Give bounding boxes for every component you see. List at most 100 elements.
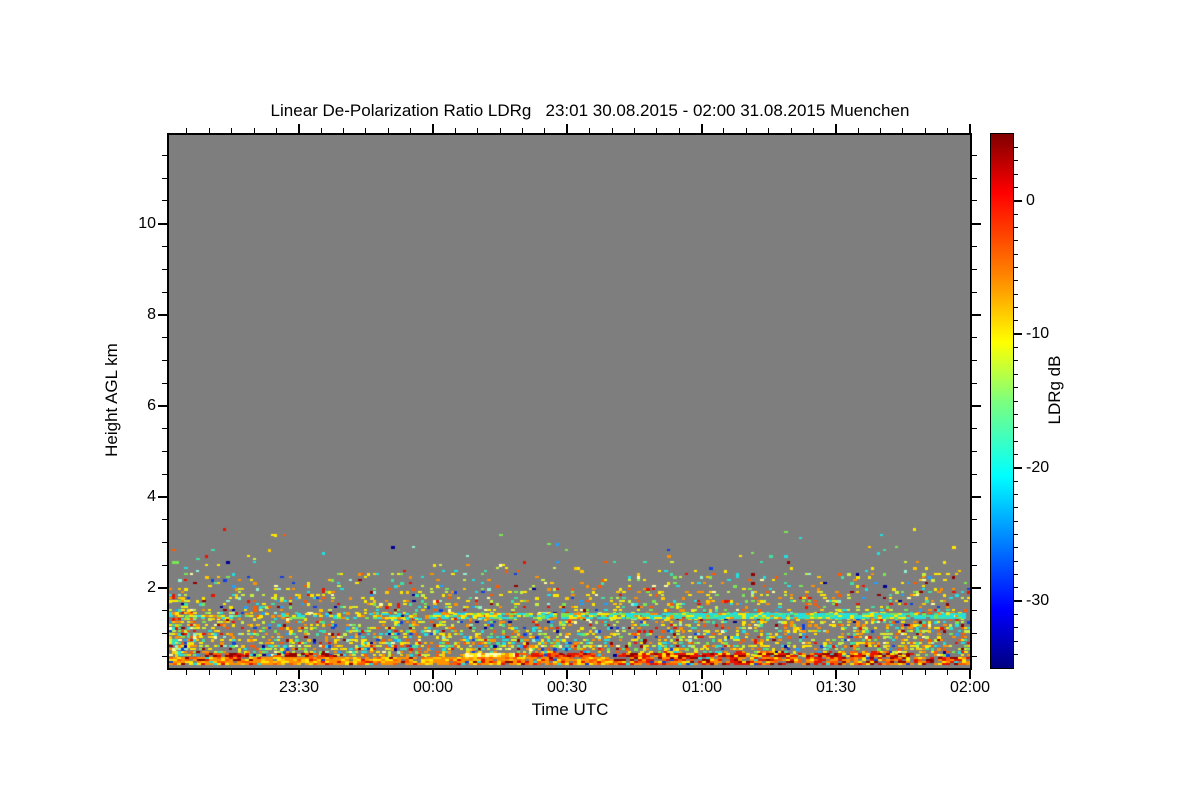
x-axis-minor-tick [902, 670, 903, 675]
colorbar-minor-tick [1014, 280, 1018, 281]
colorbar-tick-label: -30 [1026, 592, 1050, 609]
y-axis-minor-tick [162, 451, 167, 452]
colorbar-minor-tick [1014, 254, 1018, 255]
y-axis-right-minor-tick [972, 246, 977, 247]
y-axis-right-minor-tick [972, 565, 977, 566]
x-axis-top-minor-tick [858, 128, 859, 133]
y-axis-right-minor-tick [972, 200, 977, 201]
y-tick-label: 8 [147, 306, 156, 323]
y-axis-minor-tick [162, 155, 167, 156]
x-axis-top-minor-tick [544, 128, 545, 133]
colorbar-minor-tick [1014, 507, 1018, 508]
x-axis-major-tick [835, 670, 837, 679]
x-axis-top-minor-tick [410, 128, 411, 133]
x-axis-top-major-tick [432, 124, 434, 133]
x-axis-top-minor-tick [186, 128, 187, 133]
y-axis-minor-tick [162, 178, 167, 179]
colorbar-minor-tick [1014, 561, 1018, 562]
colorbar [990, 133, 1014, 669]
x-axis-minor-tick [768, 670, 769, 675]
x-axis-top-minor-tick [791, 128, 792, 133]
y-axis-right-major-tick [972, 223, 981, 225]
x-axis-top-minor-tick [634, 128, 635, 133]
colorbar-minor-tick [1014, 294, 1018, 295]
y-axis-minor-tick [162, 542, 167, 543]
x-axis-minor-tick [388, 670, 389, 675]
colorbar-minor-tick [1014, 387, 1018, 388]
x-axis-minor-tick [746, 670, 747, 675]
x-axis-top-minor-tick [343, 128, 344, 133]
x-tick-label: 00:00 [412, 679, 454, 696]
colorbar-minor-tick [1014, 307, 1018, 308]
colorbar-minor-tick [1014, 360, 1018, 361]
colorbar-major-tick [1014, 200, 1022, 202]
x-axis-top-minor-tick [768, 128, 769, 133]
y-axis-minor-tick [162, 633, 167, 634]
y-tick-label: 6 [147, 397, 156, 414]
y-axis-minor-tick [162, 656, 167, 657]
colorbar-minor-tick [1014, 174, 1018, 175]
colorbar-minor-tick [1014, 494, 1018, 495]
y-axis-minor-tick [162, 292, 167, 293]
x-axis-minor-tick [186, 670, 187, 675]
y-axis-minor-tick [162, 269, 167, 270]
colorbar-minor-tick [1014, 481, 1018, 482]
x-axis-minor-tick [209, 670, 210, 675]
y-axis-right-minor-tick [972, 428, 977, 429]
colorbar-minor-tick [1014, 414, 1018, 415]
y-axis-right-minor-tick [972, 337, 977, 338]
colorbar-minor-tick [1014, 214, 1018, 215]
y-axis-minor-tick [162, 610, 167, 611]
chart-title: Linear De-Polarization Ratio LDRg 23:01 … [270, 101, 910, 120]
colorbar-minor-tick [1014, 614, 1018, 615]
y-axis-right-minor-tick [972, 155, 977, 156]
y-axis-right-major-tick [972, 405, 981, 407]
y-axis-minor-tick [162, 246, 167, 247]
x-axis-top-minor-tick [231, 128, 232, 133]
x-axis-top-minor-tick [612, 128, 613, 133]
colorbar-minor-tick [1014, 227, 1018, 228]
x-axis-minor-tick [455, 670, 456, 675]
colorbar-minor-tick [1014, 534, 1018, 535]
colorbar-minor-tick [1014, 267, 1018, 268]
x-axis-top-major-tick [298, 124, 300, 133]
colorbar-minor-tick [1014, 347, 1018, 348]
y-axis-major-tick [158, 405, 167, 407]
x-axis-minor-tick [723, 670, 724, 675]
x-axis-major-tick [969, 670, 971, 679]
x-axis-minor-tick [791, 670, 792, 675]
y-axis-minor-tick [162, 200, 167, 201]
x-axis-minor-tick [634, 670, 635, 675]
x-axis-minor-tick [231, 670, 232, 675]
colorbar-gradient [991, 134, 1013, 668]
x-axis-minor-tick [880, 670, 881, 675]
colorbar-minor-tick [1014, 641, 1018, 642]
colorbar-tick-label: -20 [1026, 459, 1050, 476]
x-axis-minor-tick [925, 670, 926, 675]
colorbar-minor-tick [1014, 240, 1018, 241]
colorbar-tick-label: 0 [1026, 192, 1035, 209]
x-axis-minor-tick [612, 670, 613, 675]
y-axis-minor-tick [162, 519, 167, 520]
colorbar-minor-tick [1014, 627, 1018, 628]
x-axis-top-minor-tick [947, 128, 948, 133]
y-axis-right-minor-tick [972, 269, 977, 270]
y-axis-right-minor-tick [972, 360, 977, 361]
y-axis-right-minor-tick [972, 383, 977, 384]
x-axis-major-tick [566, 670, 568, 679]
x-axis-minor-tick [656, 670, 657, 675]
x-axis-major-tick [432, 670, 434, 679]
colorbar-minor-tick [1014, 654, 1018, 655]
x-axis-top-minor-tick [455, 128, 456, 133]
x-axis-top-major-tick [835, 124, 837, 133]
x-tick-label: 01:30 [815, 679, 857, 696]
y-axis-right-major-tick [972, 314, 981, 316]
x-axis-minor-tick [410, 670, 411, 675]
y-axis-right-major-tick [972, 587, 981, 589]
y-axis-right-minor-tick [972, 474, 977, 475]
x-tick-label: 00:30 [546, 679, 588, 696]
x-axis-top-minor-tick [880, 128, 881, 133]
x-axis-top-minor-tick [813, 128, 814, 133]
y-axis-major-tick [158, 587, 167, 589]
colorbar-major-tick [1014, 333, 1022, 335]
